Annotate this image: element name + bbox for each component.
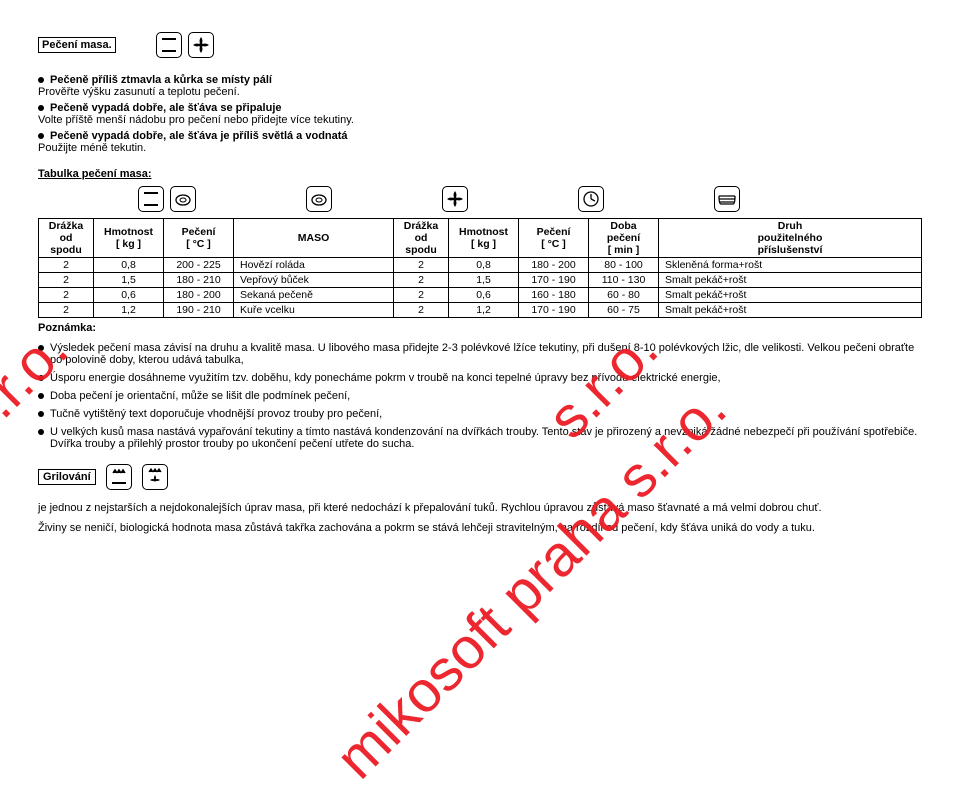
table-row: 21,5180 - 210Vepřový bůček21,5170 - 1901… bbox=[39, 273, 922, 288]
bullet-icon bbox=[38, 105, 44, 111]
meat-icon bbox=[306, 186, 332, 212]
table-cell: 2 bbox=[39, 273, 94, 288]
note-item: Úsporu energie dosáhneme využitím tzv. d… bbox=[38, 372, 922, 384]
col-header: Pečení [ °C ] bbox=[164, 219, 234, 258]
tip-title: Pečeně příliš ztmavla a kůrka se místy p… bbox=[50, 74, 272, 86]
note-item: U velkých kusů masa nastává vypařování t… bbox=[38, 426, 922, 450]
table-cell: 2 bbox=[39, 303, 94, 318]
col-header: MASO bbox=[234, 219, 394, 258]
table-cell: 180 - 200 bbox=[164, 288, 234, 303]
table-heading: Tabulka pečení masa: bbox=[38, 168, 922, 180]
tip-item: Pečeně vypadá dobře, ale šťáva se připal… bbox=[38, 102, 922, 114]
table-header-row: Drážka od spodu Hmotnost [ kg ] Pečení [… bbox=[39, 219, 922, 258]
page-title: Pečení masa. bbox=[38, 37, 116, 53]
table-row: 20,8200 - 225Hovězí roláda20,8180 - 2008… bbox=[39, 258, 922, 273]
bullet-icon bbox=[38, 411, 44, 417]
table-cell: 0,8 bbox=[449, 258, 519, 273]
table-cell: Smalt pekáč+rošt bbox=[659, 273, 922, 288]
col-header: Druh použitelného příslušenství bbox=[659, 219, 922, 258]
tip-subtext: Prověřte výšku zasunutí a teplotu pečení… bbox=[38, 86, 922, 98]
bullet-icon bbox=[38, 393, 44, 399]
table-cell: 1,2 bbox=[449, 303, 519, 318]
bullet-icon bbox=[38, 375, 44, 381]
table-cell: Smalt pekáč+rošt bbox=[659, 303, 922, 318]
note-label: Poznámka: bbox=[38, 322, 922, 334]
table-cell: Sekaná pečeně bbox=[234, 288, 394, 303]
table-cell: 0,6 bbox=[94, 288, 164, 303]
col-header: Pečení [ °C ] bbox=[519, 219, 589, 258]
col-header: Hmotnost [ kg ] bbox=[94, 219, 164, 258]
table-cell: 1,5 bbox=[94, 273, 164, 288]
table-cell: 180 - 210 bbox=[164, 273, 234, 288]
col-header: Drážka od spodu bbox=[394, 219, 449, 258]
heat-top-bottom-icon bbox=[138, 186, 164, 212]
table-cell: 0,8 bbox=[94, 258, 164, 273]
note-text: Doba pečení je orientační, může se lišit… bbox=[50, 390, 350, 402]
bullet-icon bbox=[38, 429, 44, 435]
note-text: U velkých kusů masa nastává vypařování t… bbox=[50, 426, 922, 450]
col-header: Doba pečení [ min ] bbox=[589, 219, 659, 258]
table-cell: 110 - 130 bbox=[589, 273, 659, 288]
roasting-table: Drážka od spodu Hmotnost [ kg ] Pečení [… bbox=[38, 218, 922, 318]
note-text: Úsporu energie dosáhneme využitím tzv. d… bbox=[50, 372, 721, 384]
note-item: Doba pečení je orientační, může se lišit… bbox=[38, 390, 922, 402]
table-cell: Hovězí roláda bbox=[234, 258, 394, 273]
bullet-icon bbox=[38, 77, 44, 83]
note-item: Výsledek pečení masa závisí na druhu a k… bbox=[38, 342, 922, 366]
table-cell: 2 bbox=[39, 258, 94, 273]
note-text: Tučně vytištěný text doporučuje vhodnějš… bbox=[50, 408, 382, 420]
table-cell: 180 - 200 bbox=[519, 258, 589, 273]
table-cell: 2 bbox=[394, 288, 449, 303]
table-cell: 170 - 190 bbox=[519, 303, 589, 318]
heat-top-bottom-icon bbox=[156, 32, 182, 58]
table-cell: Vepřový bůček bbox=[234, 273, 394, 288]
grill-fan-icon bbox=[142, 464, 168, 490]
table-cell: 2 bbox=[394, 273, 449, 288]
table-cell: Kuře vcelku bbox=[234, 303, 394, 318]
table-cell: 190 - 210 bbox=[164, 303, 234, 318]
table-cell: 1,2 bbox=[94, 303, 164, 318]
table-cell: 200 - 225 bbox=[164, 258, 234, 273]
tip-subtext: Volte příště menší nádobu pro pečení neb… bbox=[38, 114, 922, 126]
grill-icon bbox=[106, 464, 132, 490]
table-cell: 60 - 75 bbox=[589, 303, 659, 318]
table-row: 20,6180 - 200Sekaná pečeně20,6160 - 1806… bbox=[39, 288, 922, 303]
grill-paragraph: je jednou z nejstarších a nejdokonalejší… bbox=[38, 502, 922, 514]
meat-icon bbox=[170, 186, 196, 212]
table-cell: 2 bbox=[39, 288, 94, 303]
table-cell: 2 bbox=[394, 258, 449, 273]
table-row: 21,2190 - 210Kuře vcelku21,2170 - 19060 … bbox=[39, 303, 922, 318]
clock-icon bbox=[578, 186, 604, 212]
grill-title: Grilování bbox=[38, 469, 96, 485]
note-item: Tučně vytištěný text doporučuje vhodnějš… bbox=[38, 408, 922, 420]
table-cell: 60 - 80 bbox=[589, 288, 659, 303]
table-cell: Smalt pekáč+rošt bbox=[659, 288, 922, 303]
tip-subtext: Použijte méně tekutin. bbox=[38, 142, 922, 154]
table-cell: 170 - 190 bbox=[519, 273, 589, 288]
tip-item: Pečeně vypadá dobře, ale šťáva je příliš… bbox=[38, 130, 922, 142]
tip-title: Pečeně vypadá dobře, ale šťáva se připal… bbox=[50, 102, 282, 114]
baking-tray-icon bbox=[714, 186, 740, 212]
col-header: Drážka od spodu bbox=[39, 219, 94, 258]
tip-title: Pečeně vypadá dobře, ale šťáva je příliš… bbox=[50, 130, 348, 142]
table-cell: 80 - 100 bbox=[589, 258, 659, 273]
fan-icon bbox=[188, 32, 214, 58]
bullet-icon bbox=[38, 345, 44, 351]
note-text: Výsledek pečení masa závisí na druhu a k… bbox=[50, 342, 922, 366]
bullet-icon bbox=[38, 133, 44, 139]
tip-item: Pečeně příliš ztmavla a kůrka se místy p… bbox=[38, 74, 922, 86]
table-cell: 1,5 bbox=[449, 273, 519, 288]
table-cell: Skleněná forma+rošt bbox=[659, 258, 922, 273]
fan-icon bbox=[442, 186, 468, 212]
table-cell: 2 bbox=[394, 303, 449, 318]
table-cell: 160 - 180 bbox=[519, 288, 589, 303]
grill-paragraph: Živiny se neničí, biologická hodnota mas… bbox=[38, 522, 922, 534]
table-cell: 0,6 bbox=[449, 288, 519, 303]
col-header: Hmotnost [ kg ] bbox=[449, 219, 519, 258]
